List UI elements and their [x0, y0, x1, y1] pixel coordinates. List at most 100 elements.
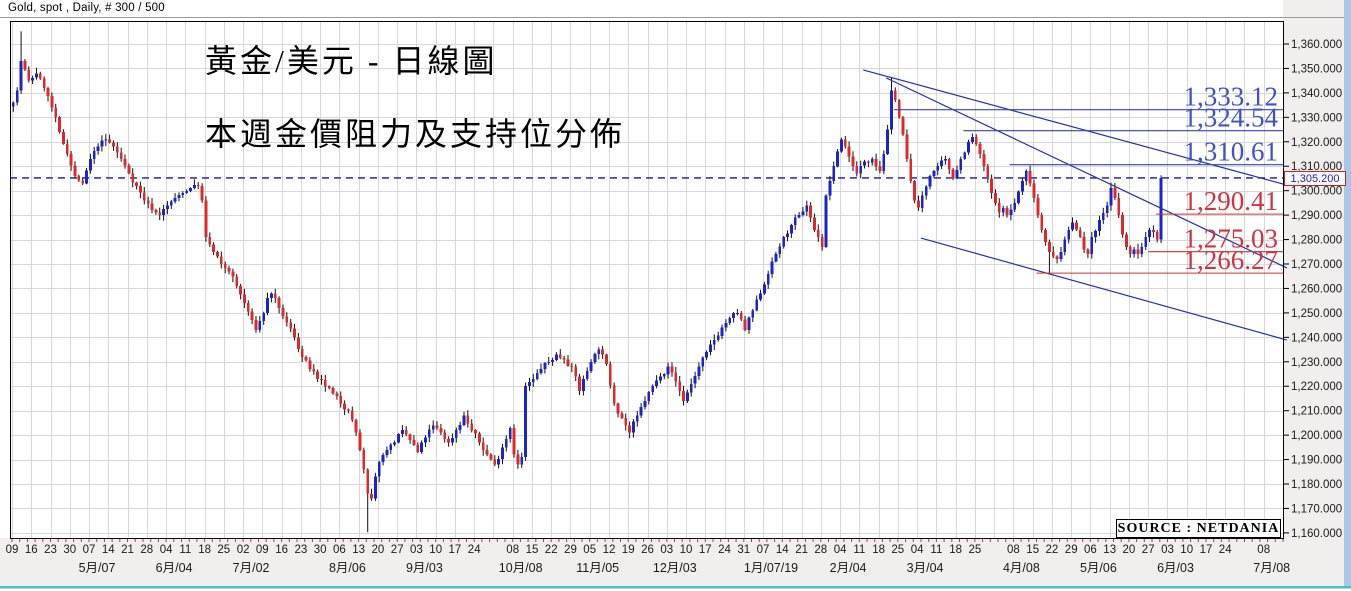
- time-axis-minor-ticks: [11, 539, 1284, 542]
- svg-text:24: 24: [718, 544, 731, 556]
- chart-subtitle: 本週金價阻力及支持位分佈: [205, 116, 626, 152]
- svg-text:02: 02: [237, 544, 250, 556]
- svg-text:22: 22: [545, 544, 558, 556]
- svg-text:22: 22: [1046, 544, 1059, 556]
- svg-text:11: 11: [179, 544, 191, 556]
- svg-text:31: 31: [737, 544, 750, 556]
- svg-text:21: 21: [795, 544, 808, 556]
- svg-text:18: 18: [198, 544, 211, 556]
- svg-text:1,210.000: 1,210.000: [1291, 406, 1342, 418]
- svg-text:27: 27: [1142, 544, 1155, 556]
- svg-text:4月/08: 4月/08: [1003, 561, 1040, 575]
- svg-text:16: 16: [275, 544, 288, 556]
- resistance-label: 1,333.12: [1184, 82, 1279, 112]
- svg-text:10: 10: [1180, 544, 1193, 556]
- svg-text:1,180.000: 1,180.000: [1291, 479, 1342, 491]
- price-axis-panel: [1283, 0, 1344, 586]
- svg-text:16: 16: [25, 544, 38, 556]
- svg-text:1,280.000: 1,280.000: [1291, 235, 1342, 247]
- svg-text:23: 23: [44, 544, 57, 556]
- support-label: 1,290.41: [1184, 186, 1279, 216]
- svg-text:04: 04: [160, 544, 173, 556]
- svg-text:1,350.000: 1,350.000: [1291, 63, 1342, 75]
- svg-text:1,160.000: 1,160.000: [1291, 528, 1342, 540]
- svg-text:09: 09: [6, 544, 19, 556]
- svg-text:23: 23: [295, 544, 308, 556]
- svg-text:2月/04: 2月/04: [830, 561, 867, 575]
- svg-text:20: 20: [1123, 544, 1136, 556]
- svg-text:5月/06: 5月/06: [1080, 561, 1117, 575]
- svg-text:06: 06: [1084, 544, 1097, 556]
- svg-text:10月/08: 10月/08: [499, 561, 543, 575]
- resistance-label: 1,324.54: [1184, 103, 1279, 133]
- svg-text:28: 28: [140, 544, 153, 556]
- svg-text:20: 20: [372, 544, 385, 556]
- svg-text:7月/08: 7月/08: [1253, 561, 1290, 575]
- svg-text:14: 14: [776, 544, 789, 556]
- svg-text:1,270.000: 1,270.000: [1291, 259, 1342, 271]
- svg-text:04: 04: [911, 544, 924, 556]
- svg-text:1,330.000: 1,330.000: [1291, 112, 1342, 124]
- svg-text:08: 08: [1257, 544, 1270, 556]
- svg-text:27: 27: [391, 544, 404, 556]
- svg-text:1月/07/19: 1月/07/19: [744, 561, 798, 575]
- support-label: 1,266.27: [1184, 245, 1279, 275]
- trend-line: [920, 237, 1288, 341]
- svg-text:1,360.000: 1,360.000: [1291, 39, 1342, 51]
- svg-text:1,320.000: 1,320.000: [1291, 137, 1342, 149]
- time-axis[interactable]: 09 16 23 30 07 14 21 28 04 11 18 25 02 09 16 23 30 06 13 20…: [6, 544, 1291, 575]
- svg-text:7月/02: 7月/02: [233, 561, 270, 575]
- svg-text:13: 13: [1103, 544, 1116, 556]
- svg-text:11: 11: [930, 544, 942, 556]
- symbol-label: Gold, spot , Daily, # 300 / 500: [8, 2, 165, 14]
- chart-title-block: 黃金/美元 - 日線圖 本週金價阻力及支持位分佈: [205, 36, 625, 155]
- svg-text:11: 11: [853, 544, 865, 556]
- resistance-label: 1,310.61: [1184, 137, 1279, 167]
- svg-text:1,220.000: 1,220.000: [1291, 381, 1342, 393]
- svg-text:14: 14: [102, 544, 115, 556]
- svg-text:1,340.000: 1,340.000: [1291, 88, 1342, 100]
- svg-text:8月/06: 8月/06: [329, 561, 366, 575]
- svg-text:12月/03: 12月/03: [653, 561, 697, 575]
- svg-text:30: 30: [314, 544, 327, 556]
- svg-text:1,310.000: 1,310.000: [1291, 161, 1342, 173]
- svg-text:24: 24: [468, 544, 481, 556]
- svg-text:06: 06: [333, 544, 346, 556]
- svg-text:1,300.000: 1,300.000: [1291, 186, 1342, 198]
- svg-text:08: 08: [506, 544, 519, 556]
- svg-text:07: 07: [757, 544, 770, 556]
- chart-title: 黃金/美元 - 日線圖: [205, 43, 498, 79]
- svg-text:1,250.000: 1,250.000: [1291, 308, 1342, 320]
- svg-text:11月/05: 11月/05: [576, 561, 619, 575]
- svg-text:13: 13: [352, 544, 365, 556]
- svg-text:17: 17: [449, 544, 462, 556]
- support-label: 1,275.03: [1184, 224, 1279, 254]
- svg-text:1,230.000: 1,230.000: [1291, 357, 1342, 369]
- svg-text:03: 03: [660, 544, 673, 556]
- svg-text:6月/04: 6月/04: [156, 561, 193, 575]
- svg-text:24: 24: [1219, 544, 1232, 556]
- svg-text:25: 25: [891, 544, 904, 556]
- svg-text:1,190.000: 1,190.000: [1291, 455, 1342, 467]
- svg-text:29: 29: [1065, 544, 1078, 556]
- svg-text:17: 17: [1200, 544, 1213, 556]
- svg-text:18: 18: [872, 544, 885, 556]
- source-label: SOURCE : NETDANIA: [1116, 519, 1281, 538]
- grid: [10, 21, 1283, 538]
- price-axis[interactable]: 1,360.000 1,350.000 1,340.000 1,330.000 1,32…: [1283, 39, 1342, 540]
- svg-text:03: 03: [410, 544, 423, 556]
- trend-line: [863, 69, 1288, 186]
- svg-text:25: 25: [217, 544, 230, 556]
- svg-text:1,200.000: 1,200.000: [1291, 430, 1342, 442]
- svg-text:15: 15: [1026, 544, 1039, 556]
- svg-text:08: 08: [1007, 544, 1020, 556]
- svg-text:30: 30: [63, 544, 76, 556]
- svg-text:07: 07: [83, 544, 96, 556]
- svg-text:25: 25: [969, 544, 982, 556]
- svg-text:18: 18: [949, 544, 962, 556]
- svg-text:1,170.000: 1,170.000: [1291, 504, 1342, 516]
- current-price-badge: 1,305.200: [1284, 171, 1346, 186]
- time-axis-panel: [0, 538, 1344, 586]
